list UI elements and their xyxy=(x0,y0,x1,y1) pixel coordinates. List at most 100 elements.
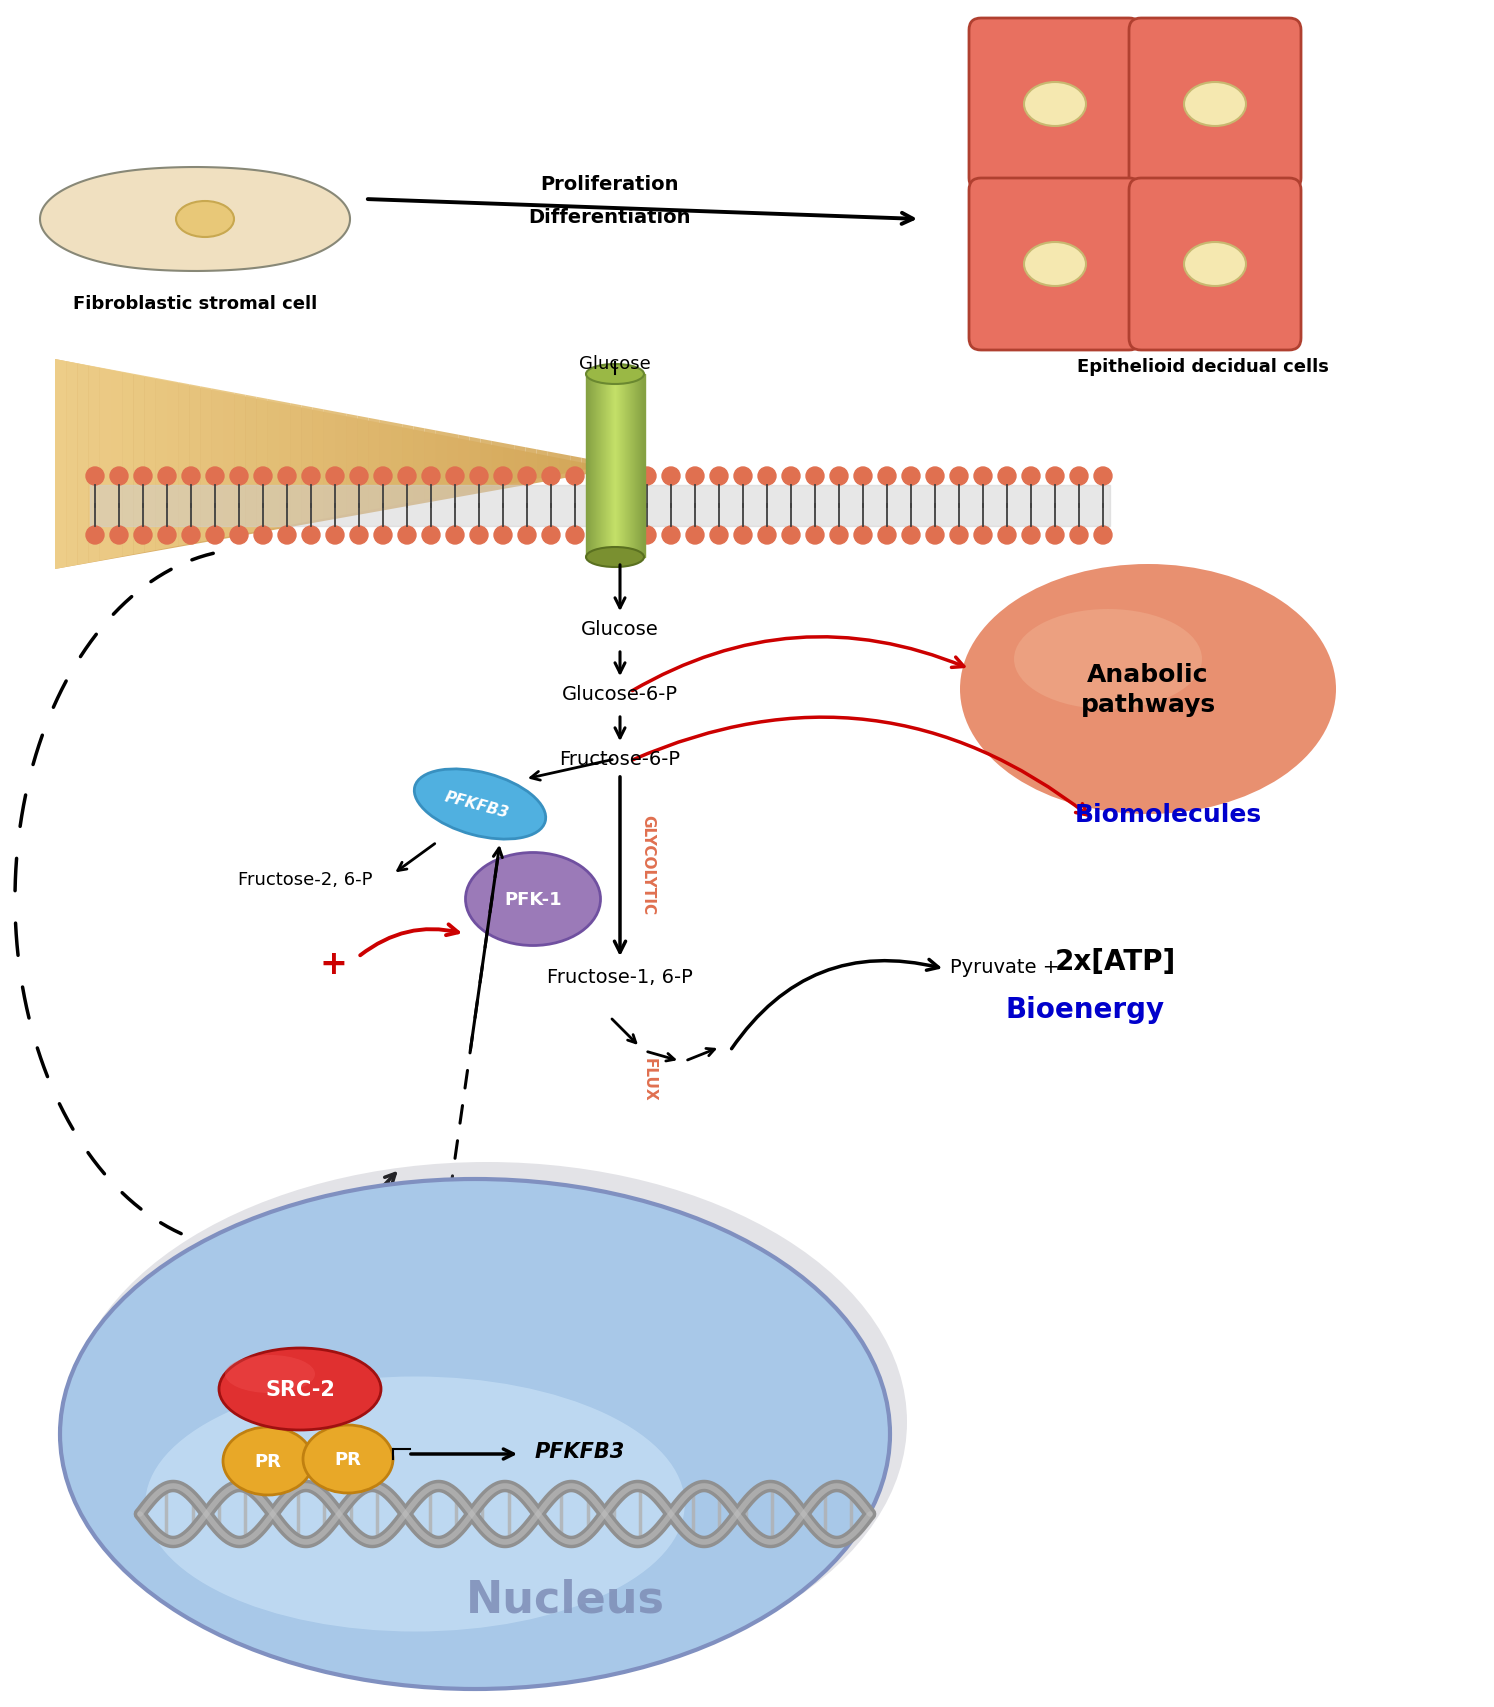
Ellipse shape xyxy=(1185,84,1246,126)
Ellipse shape xyxy=(466,854,601,946)
Polygon shape xyxy=(111,370,123,560)
Circle shape xyxy=(397,468,415,486)
Circle shape xyxy=(878,527,896,545)
Circle shape xyxy=(87,468,105,486)
Polygon shape xyxy=(290,405,302,526)
Polygon shape xyxy=(267,399,279,529)
Circle shape xyxy=(855,527,872,545)
Circle shape xyxy=(471,527,489,545)
Circle shape xyxy=(206,527,224,545)
Circle shape xyxy=(326,527,344,545)
Text: Biomolecules: Biomolecules xyxy=(1074,802,1261,826)
Polygon shape xyxy=(548,452,559,478)
Polygon shape xyxy=(347,415,357,516)
Polygon shape xyxy=(66,362,78,567)
Ellipse shape xyxy=(1014,609,1203,710)
Circle shape xyxy=(1094,468,1112,486)
Ellipse shape xyxy=(1023,84,1086,126)
Polygon shape xyxy=(190,386,200,545)
Circle shape xyxy=(998,527,1016,545)
Text: +: + xyxy=(320,947,347,982)
Ellipse shape xyxy=(67,1162,907,1681)
Circle shape xyxy=(254,468,272,486)
Circle shape xyxy=(902,468,920,486)
Circle shape xyxy=(542,468,560,486)
Text: Fructose-6-P: Fructose-6-P xyxy=(559,749,680,768)
Circle shape xyxy=(757,468,775,486)
Polygon shape xyxy=(312,408,324,521)
Circle shape xyxy=(254,527,272,545)
Text: GLYCOLYTIC: GLYCOLYTIC xyxy=(639,814,654,915)
Polygon shape xyxy=(245,396,257,534)
Ellipse shape xyxy=(586,365,644,384)
Polygon shape xyxy=(145,377,155,553)
Ellipse shape xyxy=(176,201,235,237)
Polygon shape xyxy=(100,369,111,562)
Circle shape xyxy=(471,468,489,486)
Ellipse shape xyxy=(961,565,1336,814)
Polygon shape xyxy=(536,451,548,480)
Polygon shape xyxy=(200,387,212,543)
Polygon shape xyxy=(571,456,581,473)
Circle shape xyxy=(111,527,128,545)
Circle shape xyxy=(350,468,368,486)
Polygon shape xyxy=(357,417,369,514)
Text: 2x[ATP]: 2x[ATP] xyxy=(1055,947,1176,975)
Circle shape xyxy=(781,527,799,545)
Circle shape xyxy=(158,468,176,486)
Polygon shape xyxy=(212,389,223,541)
Polygon shape xyxy=(155,379,167,551)
Polygon shape xyxy=(55,360,616,570)
Circle shape xyxy=(710,468,728,486)
Ellipse shape xyxy=(220,1349,381,1430)
Ellipse shape xyxy=(60,1180,890,1688)
Polygon shape xyxy=(55,360,66,570)
Ellipse shape xyxy=(1023,242,1086,287)
Polygon shape xyxy=(514,446,526,483)
Circle shape xyxy=(518,527,536,545)
Circle shape xyxy=(662,468,680,486)
Polygon shape xyxy=(324,410,335,519)
Circle shape xyxy=(1046,527,1064,545)
Circle shape xyxy=(734,527,751,545)
Text: PR: PR xyxy=(254,1453,281,1470)
Polygon shape xyxy=(593,461,604,469)
Text: Pyruvate +: Pyruvate + xyxy=(950,958,1065,976)
Circle shape xyxy=(974,468,992,486)
Text: Anabolic
pathways: Anabolic pathways xyxy=(1080,662,1216,717)
Ellipse shape xyxy=(223,1427,314,1495)
Circle shape xyxy=(734,468,751,486)
Ellipse shape xyxy=(145,1376,684,1632)
Circle shape xyxy=(614,468,632,486)
Polygon shape xyxy=(447,434,459,497)
Polygon shape xyxy=(133,374,145,555)
Polygon shape xyxy=(391,423,402,507)
Circle shape xyxy=(614,527,632,545)
Ellipse shape xyxy=(414,770,545,840)
Circle shape xyxy=(495,527,512,545)
Circle shape xyxy=(158,527,176,545)
Polygon shape xyxy=(604,463,616,466)
Circle shape xyxy=(421,468,441,486)
Polygon shape xyxy=(414,427,424,502)
Polygon shape xyxy=(469,437,481,492)
Text: Glucose-6-P: Glucose-6-P xyxy=(562,685,678,703)
Circle shape xyxy=(805,527,825,545)
Circle shape xyxy=(518,468,536,486)
Circle shape xyxy=(686,468,704,486)
Polygon shape xyxy=(492,442,503,488)
Text: Bioenergy: Bioenergy xyxy=(1005,995,1164,1024)
Circle shape xyxy=(805,468,825,486)
Circle shape xyxy=(950,468,968,486)
Circle shape xyxy=(1046,468,1064,486)
Circle shape xyxy=(134,468,152,486)
Text: Fibroblastic stromal cell: Fibroblastic stromal cell xyxy=(73,295,317,312)
Ellipse shape xyxy=(586,548,644,568)
Text: Glucose: Glucose xyxy=(581,620,659,638)
Text: PFKFB3: PFKFB3 xyxy=(444,789,511,821)
Circle shape xyxy=(974,527,992,545)
Circle shape xyxy=(397,527,415,545)
Text: SRC-2: SRC-2 xyxy=(264,1379,335,1400)
Ellipse shape xyxy=(1185,242,1246,287)
Polygon shape xyxy=(481,439,492,490)
